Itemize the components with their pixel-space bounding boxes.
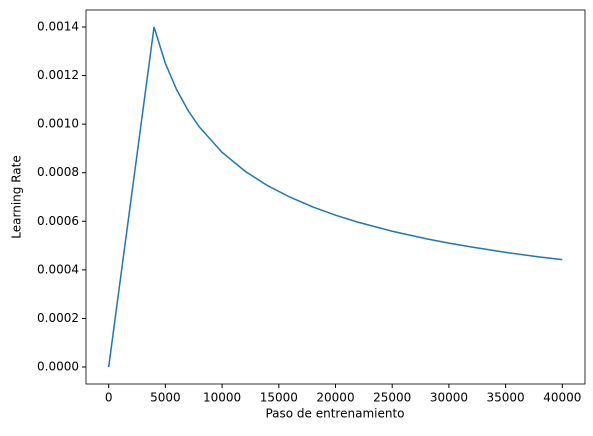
x-tick-label: 25000 <box>373 391 411 405</box>
plot-frame <box>85 9 586 385</box>
x-tick-label: 5000 <box>150 391 181 405</box>
x-tick-label: 10000 <box>203 391 241 405</box>
line <box>107 26 563 368</box>
y-tick-label: 0.0006 <box>37 214 79 228</box>
y-tick-label: 0.0004 <box>37 262 79 276</box>
y-tick-label: 0.0002 <box>37 311 79 325</box>
y-axis-label: Learning Rate <box>10 155 24 238</box>
x-tick-label: 0 <box>105 391 113 405</box>
x-tick-label: 20000 <box>316 391 354 405</box>
y-tick-label: 0.0010 <box>37 117 79 131</box>
x-tick-label: 30000 <box>430 391 468 405</box>
y-tick-label: 0.0008 <box>37 165 79 179</box>
x-tick-label: 40000 <box>543 391 581 405</box>
y-tick-label: 0.0014 <box>37 20 79 34</box>
x-tick-label: 15000 <box>260 391 298 405</box>
x-axis-label: Paso de entrenamiento <box>265 407 404 421</box>
x-tick-label: 35000 <box>487 391 525 405</box>
y-tick-label: 0.0000 <box>37 360 79 374</box>
y-tick-label: 0.0012 <box>37 68 79 82</box>
